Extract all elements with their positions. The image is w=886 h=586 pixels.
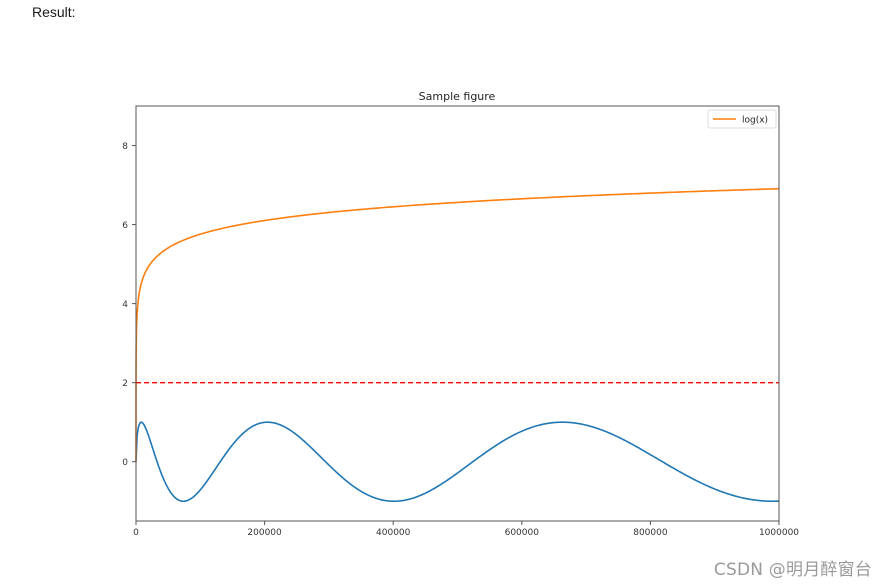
series-log-line [135, 187, 780, 462]
result-label: Result: [32, 4, 76, 20]
y-tick-label: 4 [122, 300, 128, 310]
watermark: CSDN @明月醉窗台 [713, 560, 872, 580]
x-tick-label: 200000 [247, 528, 282, 538]
y-tick-label: 0 [122, 458, 128, 468]
y-axis-ticks: 0 2 4 6 8 [122, 142, 136, 468]
y-tick-label: 8 [122, 142, 128, 152]
x-tick-label: 1000000 [759, 528, 799, 538]
chart-title: Sample figure [419, 90, 496, 103]
legend-box [707, 109, 777, 129]
x-tick-label: 400000 [376, 528, 411, 538]
y-tick-label: 2 [122, 379, 128, 389]
x-tick-label: 0 [133, 528, 139, 538]
x-axis-ticks: 0 200000 400000 600000 800000 1000000 [133, 521, 799, 538]
y-tick-label: 6 [122, 221, 128, 231]
legend: log(x) [707, 109, 777, 129]
legend-label: log(x) [742, 116, 768, 126]
x-tick-label: 800000 [633, 528, 668, 538]
x-tick-label: 600000 [505, 528, 540, 538]
plot-frame [135, 105, 780, 522]
series-sin-line [135, 421, 780, 503]
plot-series [135, 187, 780, 503]
